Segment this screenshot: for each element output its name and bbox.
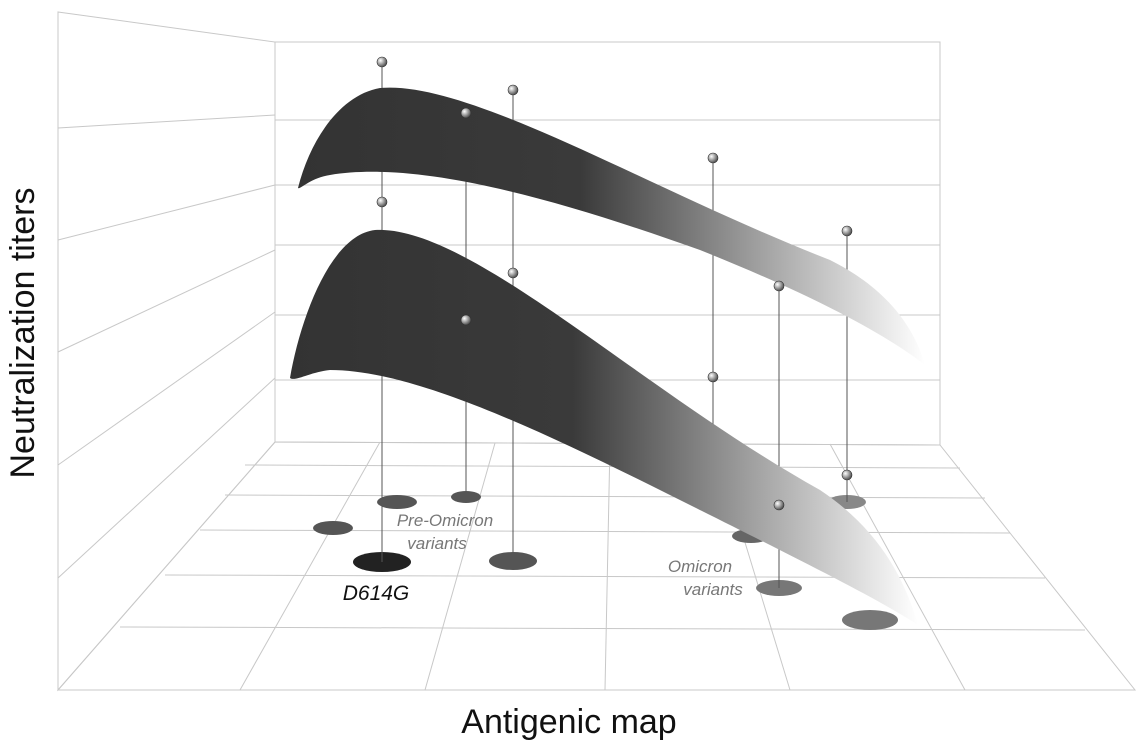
reference-label: D614G bbox=[343, 582, 410, 605]
y-axis-label: Neutralization titers bbox=[4, 187, 42, 478]
group-label: Omicron bbox=[668, 557, 732, 576]
group-label: variants bbox=[683, 580, 743, 599]
group-label: variants bbox=[407, 534, 467, 553]
group-label: Pre-Omicron bbox=[397, 511, 493, 530]
diagram: Neutralization titers Antigenic map Pre-… bbox=[0, 0, 1138, 742]
x-axis-label: Antigenic map bbox=[461, 703, 676, 741]
